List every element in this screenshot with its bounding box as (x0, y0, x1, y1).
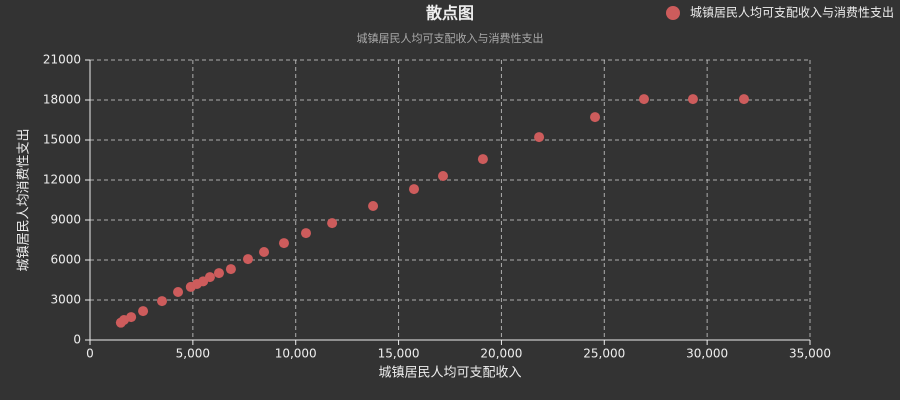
y-tick-label: 18000 (43, 93, 81, 107)
x-tick-label: 35,000 (789, 347, 831, 361)
x-tick-label: 10,000 (275, 347, 317, 361)
y-tick-label: 15000 (43, 133, 81, 147)
scatter-point (204, 272, 215, 283)
scatter-point (687, 94, 698, 105)
scatter-point (534, 132, 545, 143)
scatter-point (126, 312, 137, 323)
y-tick-label: 0 (73, 333, 81, 347)
scatter-point (213, 268, 224, 279)
x-tick-label: 15,000 (378, 347, 420, 361)
scatter-point (590, 112, 601, 123)
scatter-point (157, 296, 167, 307)
x-tick-label: 0 (86, 347, 94, 361)
scatter-point (278, 238, 289, 249)
scatter-point (327, 218, 338, 229)
x-tick-label: 25,000 (583, 347, 625, 361)
legend-marker (666, 6, 680, 20)
scatter-point (301, 228, 311, 239)
scatter-point (477, 154, 488, 165)
legend-label: 城镇居民人均可支配收入与消费性支出 (690, 6, 894, 20)
scatter-point (638, 94, 649, 105)
x-axis-label: 城镇居民人均可支配收入 (378, 366, 521, 381)
y-tick-label: 21000 (43, 53, 81, 67)
chart-title: 散点图 (426, 4, 474, 23)
scatter-point (368, 201, 379, 211)
scatter-point (225, 264, 236, 275)
chart-subtitle: 城镇居民人均可支配收入与消费性支出 (357, 31, 544, 45)
x-tick-label: 30,000 (686, 347, 728, 361)
scatter-point (138, 306, 149, 317)
scatter-point (738, 94, 749, 105)
scatter-point (409, 184, 419, 195)
y-axis-label: 城镇居民人均消费性支出 (17, 128, 32, 271)
y-tick-label: 9000 (50, 213, 81, 227)
scatter-point (438, 171, 449, 181)
y-tick-label: 3000 (50, 293, 81, 307)
y-tick-label: 6000 (50, 253, 81, 267)
scatter-point (242, 254, 253, 265)
scatter-point (259, 247, 270, 257)
scatter-point (173, 287, 184, 297)
y-tick-label: 12000 (43, 173, 81, 187)
x-tick-label: 20,000 (480, 347, 522, 361)
x-tick-label: 5,000 (176, 347, 210, 361)
